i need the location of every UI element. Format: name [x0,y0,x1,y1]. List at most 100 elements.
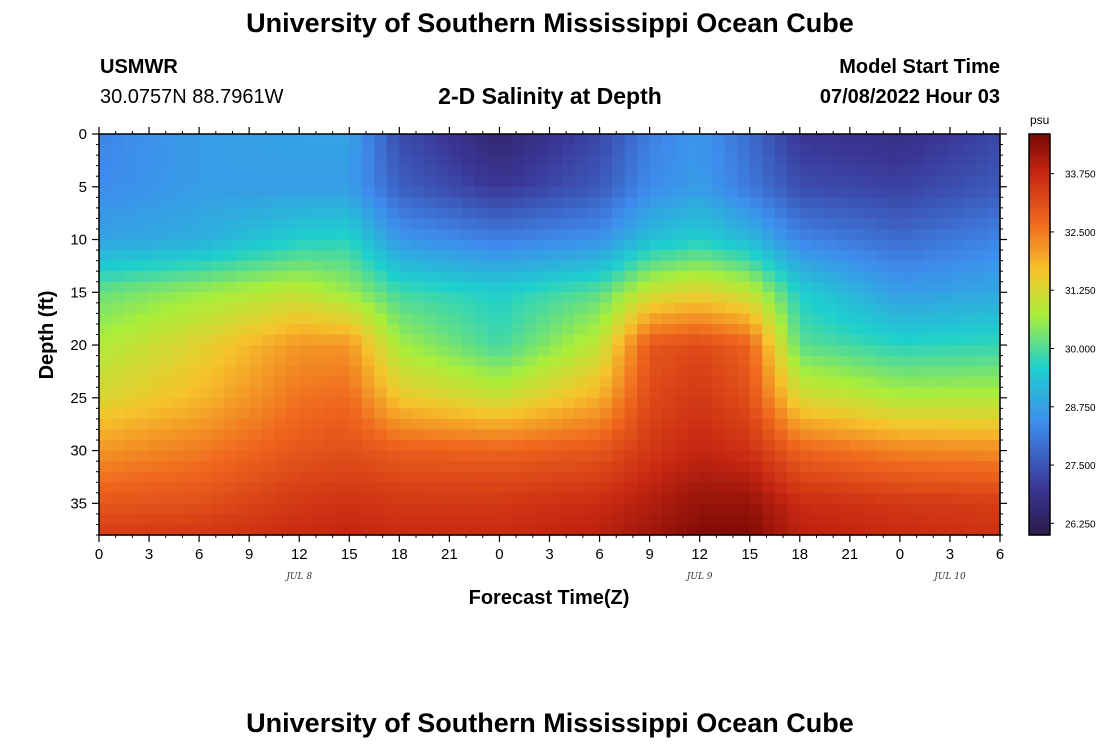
heatmap-cell [261,387,275,399]
heatmap-cell [612,408,626,420]
heatmap-cell [874,492,888,504]
heatmap-cell [824,408,838,420]
heatmap-cell [336,260,350,272]
heatmap-cell [211,292,225,304]
heatmap-cell [562,482,576,494]
heatmap-cell [924,228,939,241]
heatmap-cell [274,250,288,262]
heatmap-cell [562,397,576,409]
heatmap-cell [474,186,488,198]
heatmap-cell [474,376,488,388]
heatmap-cell [549,492,563,504]
heatmap-cell [149,397,163,409]
heatmap-cell [111,186,125,198]
heatmap-cell [687,450,701,462]
heatmap-cell [962,197,976,209]
heatmap-cell [887,492,901,504]
heatmap-cell [899,176,913,188]
heatmap-cell [562,418,576,431]
heatmap-cell [849,155,863,167]
heatmap-cell [687,155,701,167]
heatmap-cell [224,239,238,251]
heatmap-cell [812,260,826,272]
colorbar-segment [1029,234,1050,239]
heatmap-cell [149,134,163,146]
heatmap-cell [236,334,250,346]
heatmap-cell [549,513,563,526]
heatmap-cell [399,134,413,146]
heatmap-cell [374,334,388,346]
heatmap-cell [224,355,238,367]
heatmap-cell [624,503,638,515]
heatmap-cell [449,302,463,314]
heatmap-cell [562,239,576,251]
heatmap-cell [474,440,488,452]
heatmap-cell [186,281,200,293]
heatmap-cell [987,513,1001,526]
heatmap-cell [411,165,425,177]
heatmap-cell [962,176,976,188]
heatmap-cell [712,144,726,156]
heatmap-cell [849,418,863,431]
heatmap-cell [436,387,450,399]
colorbar-segment [1029,406,1050,412]
heatmap-cell [199,302,213,314]
heatmap-cell [924,355,939,367]
heatmap-cell [937,334,951,346]
heatmap-cell [849,440,863,452]
heatmap-cell [224,186,238,198]
heatmap-cell [224,144,238,156]
heatmap-cell [974,503,989,515]
heatmap-cell [486,186,501,198]
heatmap-cell [511,260,526,272]
heatmap-cell [149,503,163,515]
heatmap-cell [887,513,901,526]
heatmap-cell [637,313,651,325]
heatmap-cell [311,281,325,293]
heatmap-cell [536,387,551,399]
heatmap-cell [824,429,838,441]
heatmap-cell [937,397,951,409]
heatmap-cell [161,461,175,473]
heatmap-cell [524,271,538,283]
heatmap-cell [912,155,926,167]
heatmap-cell [261,461,275,473]
heatmap-cell [899,345,913,357]
heatmap-cell [536,366,551,378]
heatmap-cell [612,450,626,462]
heatmap-cell [299,345,313,357]
heatmap-cell [249,503,263,515]
heatmap-cell [849,503,863,515]
heatmap-cell [949,292,964,304]
heatmap-cell [399,334,413,346]
heatmap-cell [687,144,701,156]
heatmap-cell [799,461,813,473]
heatmap-cell [286,418,300,431]
heatmap-cell [99,450,113,462]
heatmap-cell [624,376,638,388]
heatmap-cell [949,461,964,473]
heatmap-cell [862,482,876,494]
heatmap-cell [774,366,788,378]
heatmap-cell [224,334,238,346]
heatmap-cell [887,165,901,177]
heatmap-cell [349,250,363,262]
heatmap-cell [324,334,338,346]
heatmap-cell [899,144,913,156]
heatmap-cell [149,302,163,314]
heatmap-cell [899,366,913,378]
heatmap-cell [136,471,150,483]
heatmap-cell [211,503,225,515]
heatmap-cell [949,440,964,452]
heatmap-cell [749,397,763,409]
heatmap-cell [637,376,651,388]
heatmap-cell [524,524,538,536]
x-tick-label: 9 [245,546,253,563]
heatmap-cell [874,471,888,483]
heatmap-cell [111,165,125,177]
heatmap-cell [637,207,651,220]
heatmap-cell [574,429,588,441]
heatmap-cell [149,366,163,378]
heatmap-cell [587,471,601,483]
heatmap-cell [186,513,200,526]
